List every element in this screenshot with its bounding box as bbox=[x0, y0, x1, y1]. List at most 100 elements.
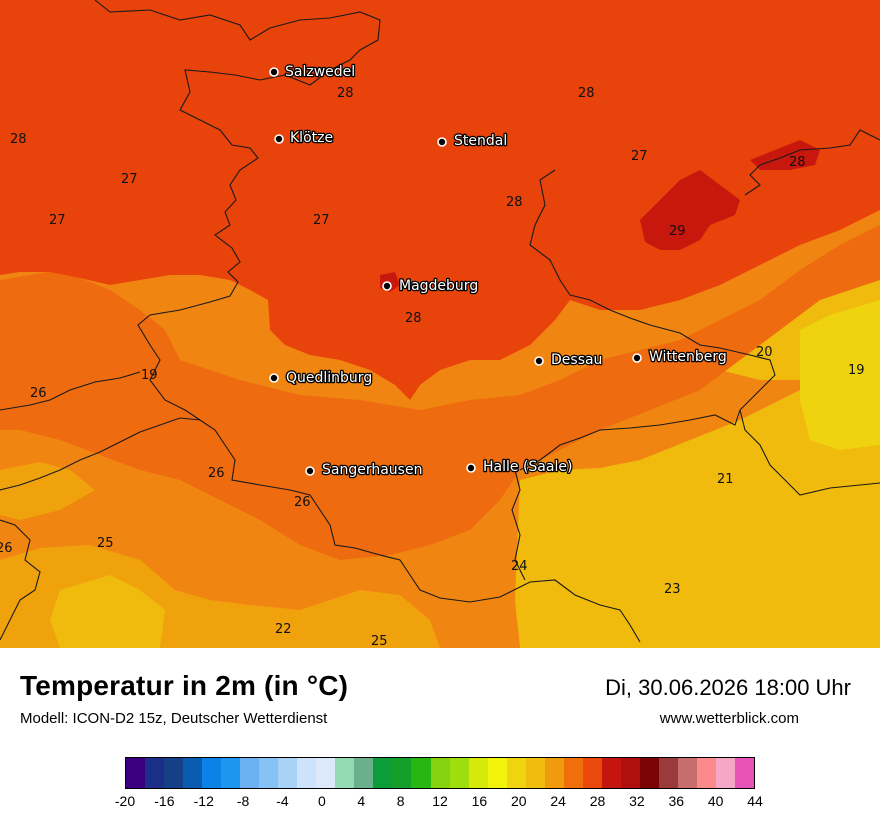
city-label: Sangerhausen bbox=[322, 462, 422, 478]
color-scale-cell bbox=[639, 758, 659, 788]
color-scale-tick-label: 28 bbox=[589, 793, 606, 809]
color-scale-cell bbox=[601, 758, 621, 788]
temp-label: 20 bbox=[756, 345, 773, 360]
color-scale-cell bbox=[430, 758, 450, 788]
temp-label: 28 bbox=[578, 86, 595, 101]
temp-label: 26 bbox=[0, 541, 13, 556]
color-scale-cell bbox=[735, 758, 755, 788]
color-scale-cell bbox=[506, 758, 526, 788]
color-scale-cell bbox=[620, 758, 640, 788]
color-scale-tick-label: 32 bbox=[629, 793, 645, 809]
color-scale-bar bbox=[125, 757, 755, 789]
temp-label: 27 bbox=[49, 213, 66, 228]
forecast-datetime: Di, 30.06.2026 18:00 Uhr bbox=[605, 675, 851, 700]
color-scale-cell bbox=[582, 758, 602, 788]
city-label: Wittenberg bbox=[649, 349, 727, 365]
zone-28 bbox=[0, 0, 880, 400]
color-scale-tick-label: 44 bbox=[747, 793, 763, 809]
color-scale-cell bbox=[335, 758, 355, 788]
city-label: Stendal bbox=[454, 133, 507, 149]
city-dot bbox=[466, 463, 476, 473]
temp-label: 28 bbox=[337, 86, 354, 101]
temp-label: 28 bbox=[789, 155, 806, 170]
city-dot bbox=[632, 353, 642, 363]
color-scale-tick-label: 24 bbox=[550, 793, 566, 809]
color-scale-cell bbox=[677, 758, 697, 788]
temp-label: 28 bbox=[506, 195, 523, 210]
temp-label: 25 bbox=[97, 536, 114, 551]
color-scale-tick-label: 4 bbox=[357, 793, 366, 809]
city-sangerhausen[interactable]: Sangerhausen bbox=[305, 461, 424, 479]
city-label: Halle (Saale) bbox=[483, 459, 572, 475]
temp-label: 28 bbox=[10, 132, 27, 147]
color-scale-cell bbox=[544, 758, 564, 788]
color-scale-cell bbox=[449, 758, 469, 788]
temp-label: 23 bbox=[664, 582, 681, 597]
zone-29 bbox=[380, 140, 820, 292]
color-scale-cell bbox=[715, 758, 735, 788]
city-dot bbox=[274, 134, 284, 144]
city-label: Klötze bbox=[290, 130, 333, 146]
color-scale-tick-label: -20 bbox=[114, 793, 136, 809]
color-scale-tick-label: 0 bbox=[317, 793, 326, 809]
city-kloetze[interactable]: Klötze bbox=[274, 129, 334, 147]
color-scale-tick-label: 40 bbox=[707, 793, 724, 809]
city-dot bbox=[269, 373, 279, 383]
map-footer: Temperatur in 2m (in °C) Modell: ICON-D2… bbox=[0, 648, 880, 830]
temp-label: 21 bbox=[717, 472, 734, 487]
color-scale-tick-label: 36 bbox=[668, 793, 685, 809]
temp-label: 27 bbox=[121, 172, 138, 187]
temp-label: 24 bbox=[511, 559, 528, 574]
color-scale-cell bbox=[658, 758, 678, 788]
color-scale-cell bbox=[468, 758, 488, 788]
city-dot bbox=[534, 356, 544, 366]
city-label: Salzwedel bbox=[285, 64, 355, 80]
color-scale-tick-label: 16 bbox=[471, 793, 488, 809]
temperature-map: 28 28 28 27 27 27 28 27 28 29 28 26 19 2… bbox=[0, 0, 880, 648]
color-scale-tick-label: -8 bbox=[236, 793, 250, 809]
city-quedlinburg[interactable]: Quedlinburg bbox=[269, 369, 374, 387]
city-dot bbox=[382, 281, 392, 291]
temp-label: 27 bbox=[313, 213, 330, 228]
color-scale-cell bbox=[316, 758, 336, 788]
city-label: Magdeburg bbox=[399, 278, 478, 294]
city-magdeburg[interactable]: Magdeburg bbox=[382, 277, 480, 295]
color-scale-tick-label: -4 bbox=[276, 793, 289, 809]
temp-label: 25 bbox=[371, 634, 388, 648]
temperature-labels: 28 28 28 27 27 27 28 27 28 29 28 26 19 2… bbox=[0, 86, 865, 648]
city-dessau[interactable]: Dessau bbox=[534, 351, 604, 369]
color-scale-cell bbox=[373, 758, 393, 788]
color-scale-cell bbox=[145, 758, 165, 788]
color-scale-cell bbox=[126, 758, 146, 788]
temp-label: 28 bbox=[405, 311, 422, 326]
color-scale-cell bbox=[240, 758, 260, 788]
color-scale-cell bbox=[525, 758, 545, 788]
color-scale-cell bbox=[259, 758, 279, 788]
color-scale-tick-label: -16 bbox=[154, 793, 175, 809]
color-scale-cell bbox=[278, 758, 298, 788]
model-info: Modell: ICON-D2 15z, Deutscher Wetterdie… bbox=[20, 710, 328, 727]
color-scale-cell bbox=[563, 758, 583, 788]
color-scale-tick-label: 12 bbox=[432, 793, 448, 809]
city-dot bbox=[269, 67, 279, 77]
temp-label: 26 bbox=[294, 495, 311, 510]
zone-26-27 bbox=[0, 225, 880, 560]
color-scale-cell bbox=[202, 758, 222, 788]
color-scale-ticks: -20 -16 -12 -8 -4 0 4 8 12 16 20 24 28 32 36 40 44 bbox=[0, 793, 880, 813]
city-wittenberg[interactable]: Wittenberg bbox=[632, 348, 728, 366]
city-stendal[interactable]: Stendal bbox=[437, 132, 509, 150]
map-title: Temperatur in 2m (in °C) bbox=[20, 670, 349, 701]
city-halle-saale[interactable]: Halle (Saale) bbox=[466, 458, 574, 476]
temp-label: 27 bbox=[631, 149, 648, 164]
temp-label: 19 bbox=[848, 363, 865, 378]
temp-label: 19 bbox=[141, 368, 158, 383]
color-scale-cell bbox=[392, 758, 412, 788]
color-scale-cell bbox=[487, 758, 507, 788]
website-link[interactable]: www.wetterblick.com bbox=[659, 710, 799, 727]
city-markers: Salzwedel Klötze Stendal Magdeburg Dessa… bbox=[269, 63, 728, 479]
city-salzwedel[interactable]: Salzwedel bbox=[269, 63, 356, 81]
city-label: Dessau bbox=[551, 352, 602, 368]
city-dot bbox=[437, 137, 447, 147]
temp-label: 26 bbox=[208, 466, 225, 481]
color-scale-cell bbox=[221, 758, 241, 788]
